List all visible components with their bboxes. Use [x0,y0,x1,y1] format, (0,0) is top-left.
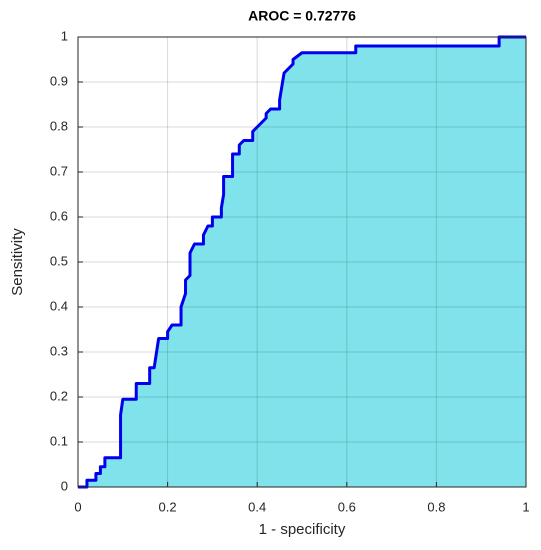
x-tick-label: 0.6 [338,499,356,514]
y-tick-label: 0.5 [50,253,68,268]
y-axis-label: Sensitivity [9,228,26,296]
x-tick-label: 0.2 [159,499,177,514]
area-fill [78,37,526,487]
axes-box [77,36,527,488]
x-axis-label: 1 - specificity [259,521,346,538]
x-tick-label: 0.8 [427,499,445,514]
chart-title: AROC = 0.72776 [248,8,356,24]
y-tick-label: 1 [61,28,68,43]
y-tick-label: 0.2 [50,388,68,403]
x-tick-label: 0.4 [248,499,266,514]
y-tick-label: 0.6 [50,208,68,223]
roc-line [78,35,526,489]
y-tick-label: 0.3 [50,343,68,358]
y-tick-label: 0.4 [50,298,68,313]
y-tick-label: 0 [61,478,68,493]
x-tick-label: 0 [74,499,81,514]
y-tick-label: 0.8 [50,118,68,133]
y-tick-label: 0.9 [50,73,68,88]
y-tick-label: 0.7 [50,163,68,178]
y-tick-label: 0.1 [50,433,68,448]
x-tick-label: 1 [522,499,529,514]
